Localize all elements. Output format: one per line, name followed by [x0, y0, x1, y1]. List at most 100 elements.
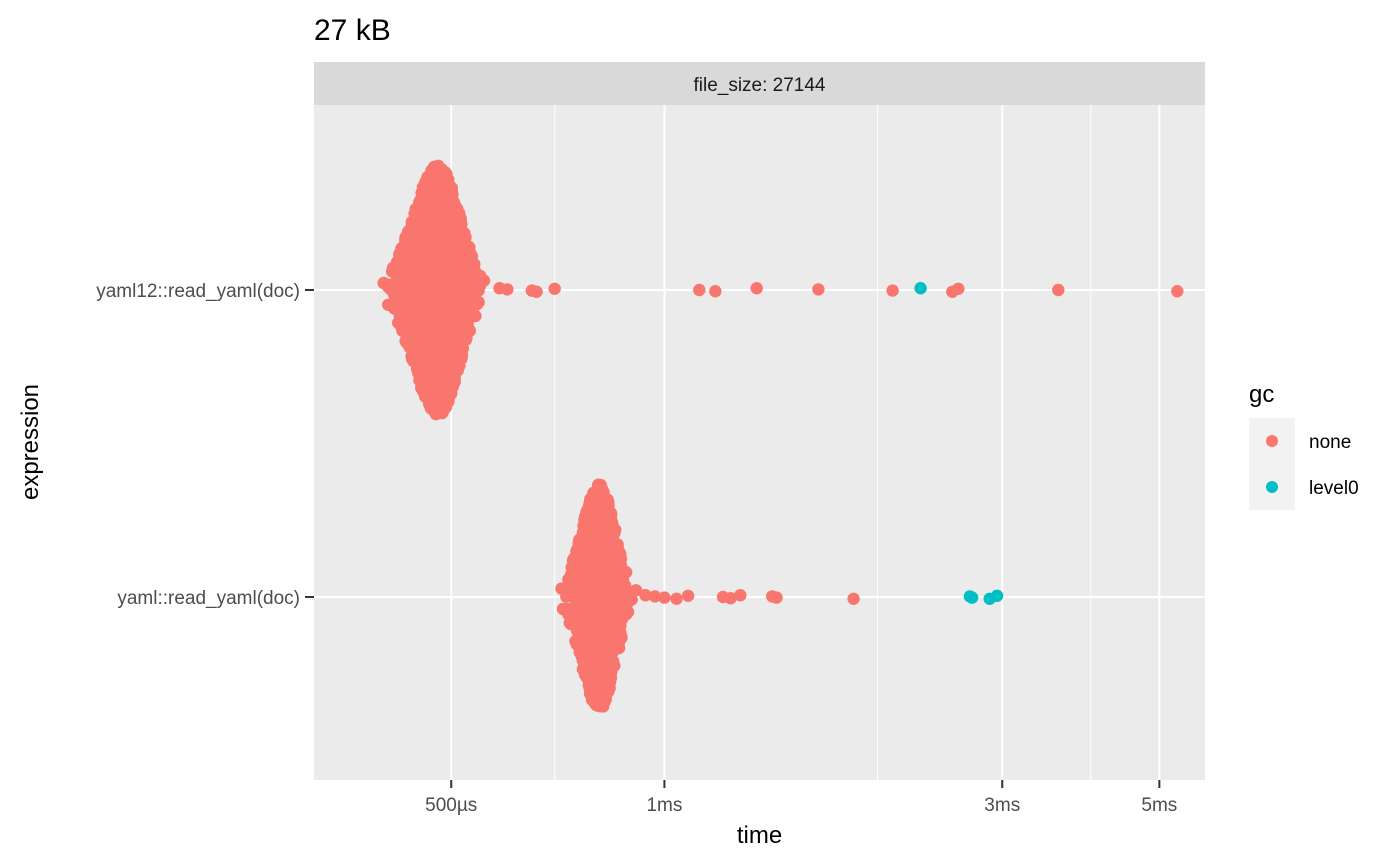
data-point [582, 551, 596, 564]
data-point [602, 678, 615, 691]
data-point [431, 361, 444, 374]
data-point [448, 344, 461, 357]
data-point [812, 283, 825, 296]
data-point [437, 403, 450, 416]
data-point [709, 285, 722, 298]
data-point [693, 283, 706, 297]
data-point [886, 284, 899, 297]
data-point [437, 297, 450, 311]
data-point [608, 627, 621, 640]
x-tick-label: 3ms [984, 795, 1020, 816]
y-tick-label: yaml12::read_yaml(doc) [96, 281, 300, 302]
data-point [456, 311, 470, 325]
data-point [616, 612, 629, 625]
data-point [587, 619, 601, 632]
data-point [629, 584, 643, 597]
data-point [448, 361, 461, 374]
grid-minor [554, 105, 1092, 780]
data-point [413, 319, 426, 332]
data-point [562, 573, 575, 586]
data-point [990, 589, 1004, 602]
data-point [452, 293, 465, 307]
data-point [431, 187, 445, 200]
data-point [583, 657, 596, 670]
data-point [548, 282, 561, 295]
data-point [612, 570, 625, 584]
x-tick-label: 1ms [646, 795, 682, 816]
data-point [413, 250, 427, 263]
x-tick-label: 500µs [425, 795, 477, 816]
x-axis: 500µs 1ms 3ms 5ms [425, 780, 1177, 816]
data-point [639, 589, 652, 602]
data-point [847, 592, 860, 605]
data-point [414, 262, 428, 275]
data-point [427, 285, 440, 299]
data-point [572, 615, 586, 628]
data-point [648, 590, 662, 603]
data-point [421, 341, 434, 354]
data-point [581, 512, 594, 525]
data-point [470, 276, 483, 289]
data-point [598, 494, 611, 507]
data-point [681, 589, 695, 602]
data-point [453, 239, 466, 253]
legend: gc none level0 [1249, 381, 1359, 510]
legend-key-none [1266, 435, 1278, 447]
data-point [422, 391, 436, 404]
data-point [576, 637, 589, 650]
data-point [417, 209, 431, 222]
data-point [601, 517, 614, 531]
data-point [449, 265, 462, 278]
x-tick-label: 5ms [1141, 795, 1177, 816]
data-point [501, 283, 514, 296]
data-point [530, 285, 543, 298]
data-point [583, 532, 596, 545]
data-point [431, 333, 444, 347]
data-point [436, 228, 450, 241]
data-point [451, 331, 464, 344]
data-point [602, 649, 615, 662]
data-point [432, 201, 445, 215]
data-point [570, 588, 583, 602]
data-point [613, 585, 627, 598]
data-points [377, 159, 1184, 713]
data-point [403, 229, 416, 243]
data-point [445, 196, 458, 209]
legend-title: gc [1249, 381, 1274, 408]
data-point [396, 290, 409, 303]
data-point [750, 282, 763, 295]
data-point [602, 571, 615, 585]
data-point [425, 318, 438, 332]
data-point [423, 254, 437, 268]
data-point [577, 579, 590, 592]
y-axis-title: expression [17, 384, 44, 500]
data-point [448, 279, 462, 293]
legend-key-level0 [1266, 481, 1278, 493]
data-point [914, 282, 927, 295]
data-point [584, 601, 597, 614]
data-point [593, 662, 606, 675]
data-point [592, 566, 605, 579]
data-point [411, 363, 424, 376]
legend-label: none [1309, 432, 1351, 453]
y-tick-label: yaml::read_yaml(doc) [117, 588, 300, 609]
data-point [573, 553, 586, 566]
data-point [770, 591, 783, 604]
data-point [394, 316, 408, 330]
data-point [580, 670, 593, 684]
data-point [670, 592, 683, 605]
data-point [416, 293, 429, 306]
data-point [602, 592, 616, 605]
data-point [440, 248, 453, 261]
data-point [965, 591, 979, 604]
data-point [592, 581, 605, 594]
data-point [445, 185, 458, 198]
data-point [427, 226, 440, 240]
data-point [439, 354, 452, 367]
data-point [578, 564, 591, 577]
data-point [430, 270, 443, 284]
data-point [611, 555, 624, 568]
data-point [604, 603, 617, 616]
data-point [1052, 283, 1065, 297]
